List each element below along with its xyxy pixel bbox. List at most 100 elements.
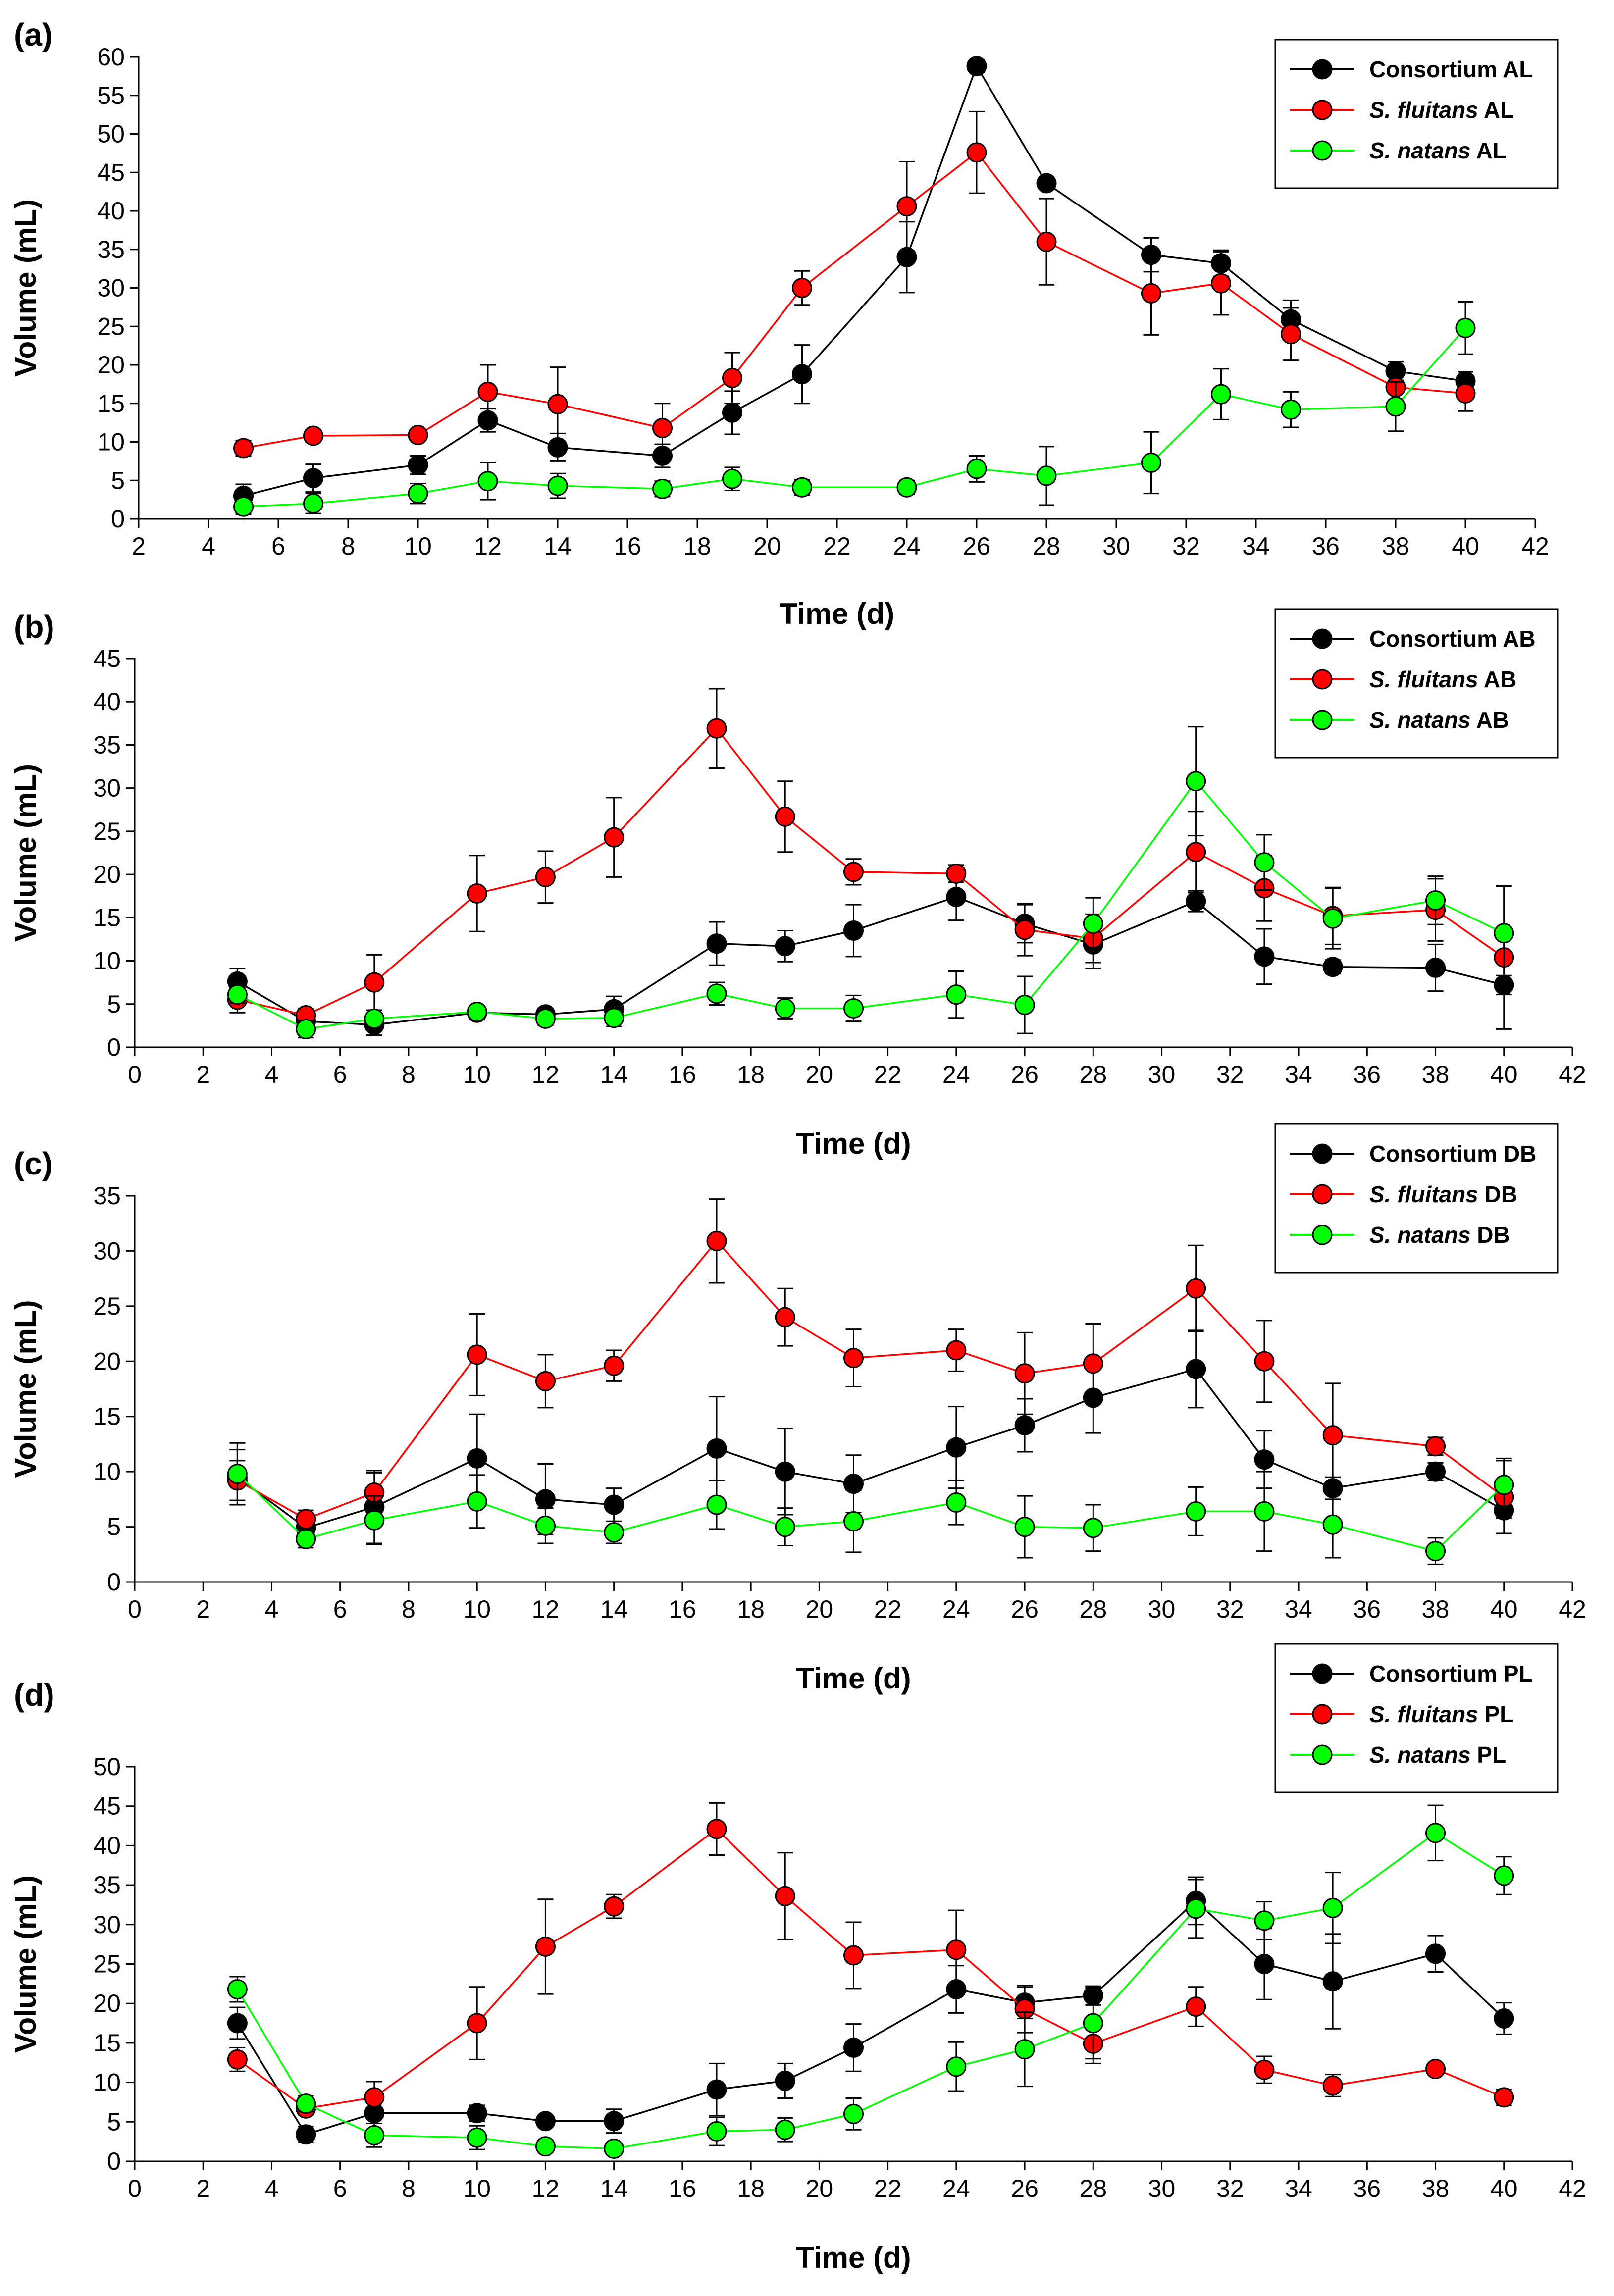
x-tick-label: 32 (1216, 2175, 1244, 2202)
data-point (1281, 399, 1301, 420)
legend-swatch-marker (1312, 1744, 1333, 1765)
y-tick-label: 35 (97, 236, 125, 263)
data-point (946, 2056, 967, 2077)
data-point (467, 883, 487, 904)
legend-species: S. fluitans (1369, 1181, 1478, 1207)
x-tick-label: 36 (1312, 532, 1340, 560)
y-axis-title: Volume (mL) (9, 764, 42, 942)
data-point (722, 402, 742, 423)
y-tick-label: 15 (93, 2029, 121, 2057)
data-point (535, 1936, 556, 1957)
x-tick-label: 32 (1216, 1595, 1244, 1623)
x-tick-label: 28 (1080, 1061, 1107, 1088)
data-point (1036, 173, 1057, 194)
series-line (236, 1832, 1505, 2150)
legend-swatch-marker (1312, 628, 1333, 649)
x-tick-label: 0 (128, 1595, 142, 1623)
data-point (477, 381, 498, 402)
y-tick-label: 20 (93, 861, 121, 888)
data-point (775, 2070, 795, 2091)
x-tick-label: 38 (1382, 532, 1409, 560)
data-point (233, 438, 254, 459)
legend-species: S. fluitans (1369, 666, 1478, 692)
y-tick-label: 25 (93, 817, 121, 845)
data-point (1014, 1517, 1035, 1537)
legend-suffix: Consortium AB (1369, 626, 1536, 652)
x-tick-label: 36 (1353, 1595, 1381, 1623)
data-point (467, 1001, 487, 1022)
legend-suffix: DB (1471, 1222, 1510, 1248)
data-point (1036, 465, 1057, 486)
x-axis-title: Time (d) (780, 597, 894, 630)
data-point (303, 493, 323, 514)
data-point (775, 1517, 795, 1537)
y-tick-label: 15 (93, 904, 121, 931)
data-point (408, 455, 428, 475)
data-point (604, 1522, 625, 1543)
legend-suffix: AB (1471, 707, 1510, 733)
x-tick-label: 30 (1148, 2175, 1176, 2202)
data-point (1186, 1278, 1206, 1299)
y-tick-label: 30 (93, 1237, 121, 1265)
legend-suffix: Consortium AL (1369, 56, 1533, 82)
y-tick-label: 30 (93, 1911, 121, 1939)
data-point (1014, 1415, 1035, 1436)
data-point (296, 1019, 316, 1039)
data-point (706, 1438, 727, 1459)
data-point (296, 2124, 316, 2145)
series-line (237, 1828, 1505, 2110)
data-point (233, 496, 254, 517)
x-tick-label: 24 (942, 1061, 970, 1088)
y-tick-label: 45 (93, 645, 121, 672)
y-tick-label: 35 (93, 731, 121, 759)
data-point (792, 278, 812, 298)
panel-label: (c) (14, 1146, 52, 1181)
x-tick-label: 34 (1285, 1061, 1312, 1088)
series-line (237, 1368, 1505, 1529)
y-tick-label: 0 (107, 1033, 121, 1061)
data-point (1186, 1898, 1206, 1919)
data-point (706, 1819, 727, 1839)
legend-swatch-marker (1312, 1704, 1333, 1725)
series-natans (227, 1442, 1514, 1565)
data-point (1322, 2075, 1343, 2096)
legend-species: S. natans (1369, 1222, 1471, 1248)
x-tick-label: 12 (532, 1061, 560, 1088)
data-point (706, 933, 727, 954)
series-fluitans (227, 1198, 1514, 1534)
data-point (722, 367, 742, 388)
y-axis-title: Volume (mL) (9, 1875, 42, 2053)
legend-label: S. fluitans AL (1369, 97, 1514, 123)
data-point (296, 1509, 316, 1530)
data-point (946, 1939, 967, 1960)
legend-label: Consortium AB (1369, 626, 1536, 652)
y-tick-label: 25 (93, 1950, 121, 1978)
x-tick-label: 2 (196, 1061, 210, 1088)
series-line (243, 64, 1466, 497)
data-point (843, 1511, 864, 1531)
legend-species: S. natans (1369, 138, 1471, 163)
x-tick-label: 20 (806, 1061, 833, 1088)
x-tick-label: 18 (737, 1061, 765, 1088)
data-point (227, 2049, 248, 2070)
data-point (706, 2121, 727, 2142)
legend-swatch-marker (1312, 1184, 1333, 1205)
x-tick-label: 2 (196, 2175, 210, 2202)
y-tick-label: 0 (107, 1568, 121, 1596)
y-tick-label: 30 (93, 774, 121, 802)
data-point (966, 459, 987, 479)
y-tick-label: 10 (93, 1458, 121, 1485)
data-point (1254, 2059, 1275, 2080)
panel-label: (b) (14, 609, 54, 645)
data-point (843, 2103, 864, 2124)
legend-label: S. natans DB (1369, 1222, 1510, 1248)
data-point (843, 2037, 864, 2058)
data-point (775, 806, 795, 827)
data-point (467, 1344, 487, 1365)
data-point (1322, 1971, 1343, 1992)
y-tick-label: 0 (107, 2147, 121, 2175)
data-point (303, 425, 323, 446)
x-tick-label: 14 (544, 532, 572, 560)
